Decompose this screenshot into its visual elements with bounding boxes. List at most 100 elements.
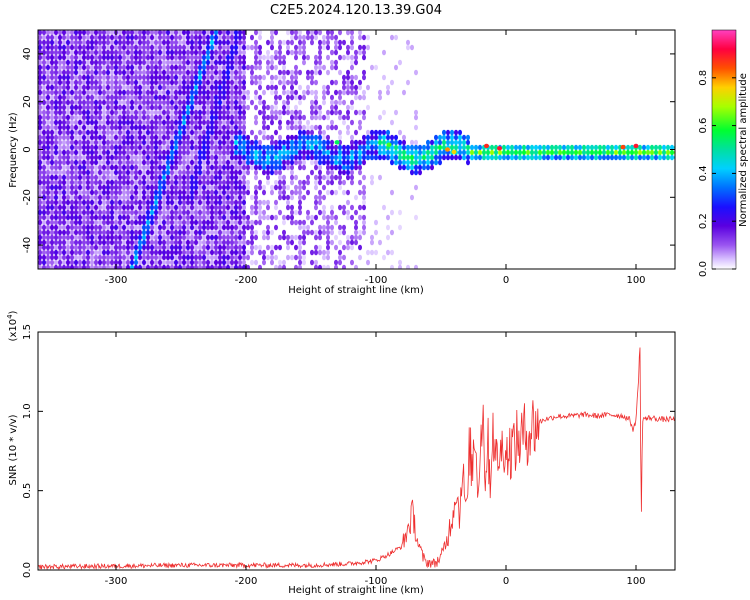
heatmap-cell <box>70 49 74 56</box>
heatmap-cell <box>158 184 162 191</box>
heatmap-cell <box>86 229 90 236</box>
heatmap-cell <box>242 69 246 76</box>
heatmap-cell <box>154 194 158 201</box>
heatmap-cell <box>198 134 202 141</box>
heatmap-cell <box>122 184 126 191</box>
heatmap-cell <box>62 74 66 81</box>
heatmap-cell <box>338 129 342 136</box>
heatmap-cell <box>270 214 274 221</box>
heatmap-cell <box>302 94 306 101</box>
heatmap-cell <box>174 64 178 71</box>
heatmap-cell <box>94 114 98 121</box>
heatmap-cell <box>326 144 330 151</box>
heatmap-cell <box>218 89 222 96</box>
heatmap-cell <box>242 44 246 51</box>
heatmap-cell <box>122 219 126 226</box>
heatmap-cell <box>410 154 414 161</box>
heatmap-cell <box>210 174 214 181</box>
heatmap-cell <box>190 239 194 246</box>
heatmap-cell <box>134 184 138 191</box>
heatmap-cell <box>250 194 254 201</box>
heatmap-cell <box>514 154 518 161</box>
heatmap-cell <box>158 39 162 46</box>
heatmap-cell <box>254 49 258 56</box>
heatmap-cell <box>106 74 110 81</box>
heatmap-cell <box>198 34 202 41</box>
heatmap-cell <box>158 214 162 221</box>
heatmap-cell <box>230 199 234 206</box>
heatmap-cell <box>146 189 150 196</box>
heatmap-cell <box>198 244 202 251</box>
heatmap-cell <box>346 199 350 206</box>
heatmap-cell <box>282 159 286 166</box>
heatmap-cell <box>222 174 226 181</box>
heatmap-cell <box>74 134 78 141</box>
heatmap-cell <box>94 219 98 226</box>
heatmap-cell <box>110 104 114 111</box>
heatmap-cell <box>198 59 202 66</box>
heatmap-cell <box>278 54 282 61</box>
heatmap-cell <box>366 34 370 41</box>
heatmap-cell <box>254 199 258 206</box>
heatmap-cell <box>314 114 318 121</box>
heatmap-cell <box>362 54 366 61</box>
heatmap-cell <box>106 99 110 106</box>
heatmap-cell <box>46 239 50 246</box>
heatmap-cell <box>338 69 342 76</box>
heatmap-cell <box>206 214 210 221</box>
heatmap-cell <box>98 84 102 91</box>
heatmap-cell <box>326 189 330 196</box>
heatmap-cell <box>274 74 278 81</box>
heatmap-cell <box>38 44 42 51</box>
heatmap-cell <box>162 184 166 191</box>
heatmap-cell <box>74 84 78 91</box>
heatmap-cell <box>94 174 98 181</box>
heatmap-cell <box>458 149 462 156</box>
heatmap-cell <box>166 219 170 226</box>
heatmap-cell <box>122 134 126 141</box>
heatmap-cell <box>334 99 338 106</box>
heatmap-cell <box>214 89 218 96</box>
heatmap-cell <box>130 234 134 241</box>
heatmap-cell <box>186 169 190 176</box>
heatmap-cell <box>162 99 166 106</box>
heatmap-cell <box>186 64 190 71</box>
heatmap-cell <box>202 144 206 151</box>
heatmap-cell <box>302 114 306 121</box>
heatmap-cell <box>174 264 178 269</box>
heatmap-cell <box>62 259 66 266</box>
heatmap-cell <box>234 174 238 181</box>
heatmap-peak <box>334 140 340 145</box>
heatmap-cell <box>110 30 114 36</box>
heatmap-cell <box>238 149 242 156</box>
heatmap-cell <box>170 214 174 221</box>
heatmap-cell <box>74 184 78 191</box>
heatmap-cell <box>354 164 358 171</box>
heatmap-cell <box>462 134 466 141</box>
heatmap-cell <box>186 199 190 206</box>
heatmap-cell <box>110 249 114 256</box>
heatmap-cell <box>234 149 238 156</box>
heatmap-cell <box>386 214 390 221</box>
heatmap-cell <box>110 144 114 151</box>
heatmap-cell <box>170 219 174 226</box>
heatmap-cell <box>202 199 206 206</box>
heatmap-cell <box>338 229 342 236</box>
heatmap-cell <box>278 234 282 241</box>
heatmap-cell <box>94 89 98 96</box>
heatmap-cell <box>642 154 646 161</box>
heatmap-cell <box>338 224 342 231</box>
heatmap-cell <box>74 224 78 231</box>
heatmap-cell <box>242 194 246 201</box>
heatmap-cell <box>430 154 434 161</box>
heatmap-cell <box>370 134 374 141</box>
heatmap-cell <box>254 244 258 251</box>
heatmap-cell <box>178 244 182 251</box>
heatmap-cell <box>242 159 246 166</box>
heatmap-cell <box>70 189 74 196</box>
heatmap-cell <box>230 164 234 171</box>
heatmap-cell <box>170 239 174 246</box>
heatmap-cell <box>58 154 62 161</box>
heatmap-cell <box>310 149 314 156</box>
heatmap-cell <box>202 139 206 146</box>
